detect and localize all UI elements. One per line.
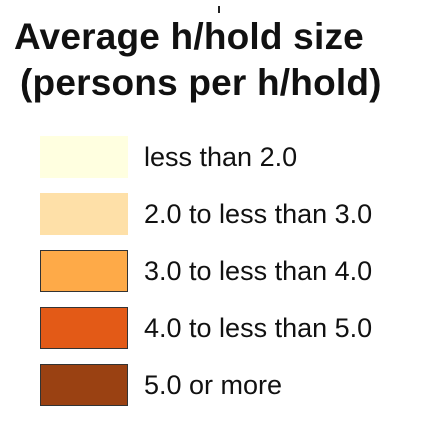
legend-swatch	[40, 193, 128, 235]
legend-title-line1: Average h/hold size	[14, 16, 364, 57]
legend-item-less-than-2: less than 2.0	[40, 136, 297, 178]
legend-item-2-to-3: 2.0 to less than 3.0	[40, 193, 372, 235]
tick-mark	[218, 6, 220, 13]
legend-swatch	[40, 250, 128, 292]
legend-swatch	[40, 307, 128, 349]
legend-label: 5.0 or more	[144, 370, 283, 400]
legend-item-4-to-5: 4.0 to less than 5.0	[40, 307, 372, 349]
legend-label: 2.0 to less than 3.0	[144, 199, 373, 229]
legend-title-line2: (persons per h/hold)	[20, 62, 382, 103]
legend-label: less than 2.0	[144, 142, 298, 172]
legend-item-3-to-4: 3.0 to less than 4.0	[40, 250, 372, 292]
legend-item-5-or-more: 5.0 or more	[40, 364, 282, 406]
legend-swatch	[40, 136, 128, 178]
legend-label: 3.0 to less than 4.0	[144, 256, 373, 286]
legend-label: 4.0 to less than 5.0	[144, 313, 373, 343]
legend-title: Average h/hold size (persons per h/hold)	[14, 14, 382, 106]
legend-swatch	[40, 364, 128, 406]
